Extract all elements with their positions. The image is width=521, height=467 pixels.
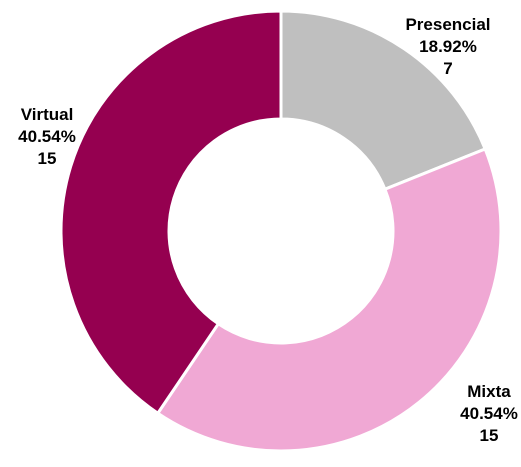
slice-label-mixta: Mixta bbox=[467, 382, 511, 401]
slice-mixta bbox=[155, 147, 503, 453]
slices-layer bbox=[59, 9, 503, 453]
slice-percent-mixta: 40.54% bbox=[460, 404, 518, 423]
slice-label-virtual: Virtual bbox=[21, 105, 74, 124]
slice-presencial bbox=[279, 9, 488, 192]
slice-count-virtual: 15 bbox=[38, 149, 57, 168]
slice-percent-virtual: 40.54% bbox=[18, 127, 76, 146]
slice-count-mixta: 15 bbox=[480, 426, 499, 445]
slice-virtual bbox=[59, 9, 283, 416]
slice-count-presencial: 7 bbox=[443, 59, 452, 78]
labels-layer: Presencial 18.92% 7 Mixta 40.54% 15 Virtual 40.… bbox=[18, 15, 518, 445]
slice-label-presencial: Presencial bbox=[405, 15, 490, 34]
slice-percent-presencial: 18.92% bbox=[419, 37, 477, 56]
